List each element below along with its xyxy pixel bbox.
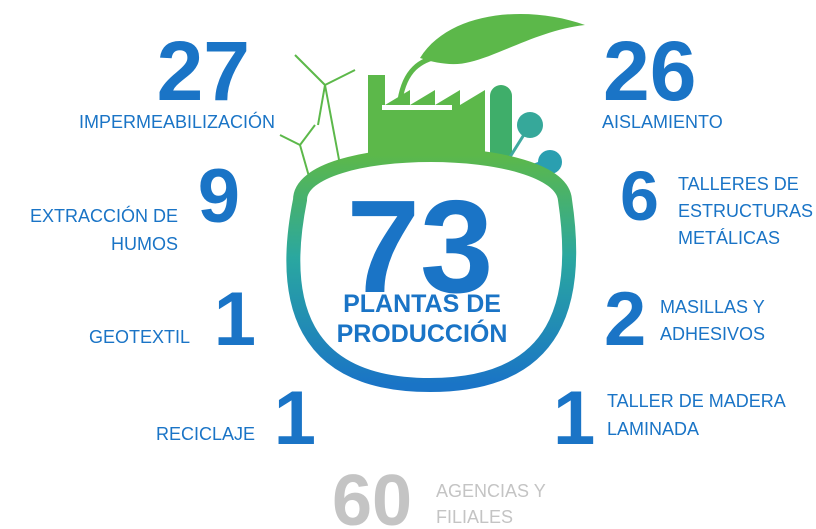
bottom-number: 60 bbox=[332, 461, 412, 529]
item-label: IMPERMEABILIZACIÓN bbox=[79, 111, 275, 132]
item-number: 26 bbox=[603, 24, 696, 118]
item-label: ESTRUCTURAS bbox=[678, 201, 813, 221]
item-number: 1 bbox=[214, 277, 256, 362]
item-label: RECICLAJE bbox=[156, 424, 255, 444]
center-label: PRODUCCIÓN bbox=[337, 318, 508, 348]
item-label: METÁLICAS bbox=[678, 228, 780, 248]
item-number: 1 bbox=[553, 376, 595, 461]
item-label: TALLER DE MADERA bbox=[607, 391, 786, 411]
item-label: HUMOS bbox=[111, 234, 178, 254]
item-number: 2 bbox=[604, 277, 646, 362]
item-number: 1 bbox=[274, 376, 316, 461]
item-number: 6 bbox=[620, 157, 659, 235]
bottom-label: FILIALES bbox=[436, 507, 513, 527]
bottom-label: AGENCIAS Y bbox=[436, 481, 546, 501]
emblem bbox=[279, 13, 585, 393]
item-label: GEOTEXTIL bbox=[89, 327, 190, 347]
item-label: MASILLAS Y bbox=[660, 297, 765, 317]
item-label: LAMINADA bbox=[607, 419, 699, 439]
item-number: 9 bbox=[198, 154, 240, 239]
item-label: EXTRACCIÓN DE bbox=[30, 205, 178, 226]
center-number: 73 bbox=[347, 173, 494, 320]
item-label: AISLAMIENTO bbox=[602, 112, 723, 132]
item-label: TALLERES DE bbox=[678, 174, 799, 194]
item-label: ADHESIVOS bbox=[660, 324, 765, 344]
center-label: PLANTAS DE bbox=[343, 290, 501, 318]
item-number: 27 bbox=[157, 24, 250, 118]
